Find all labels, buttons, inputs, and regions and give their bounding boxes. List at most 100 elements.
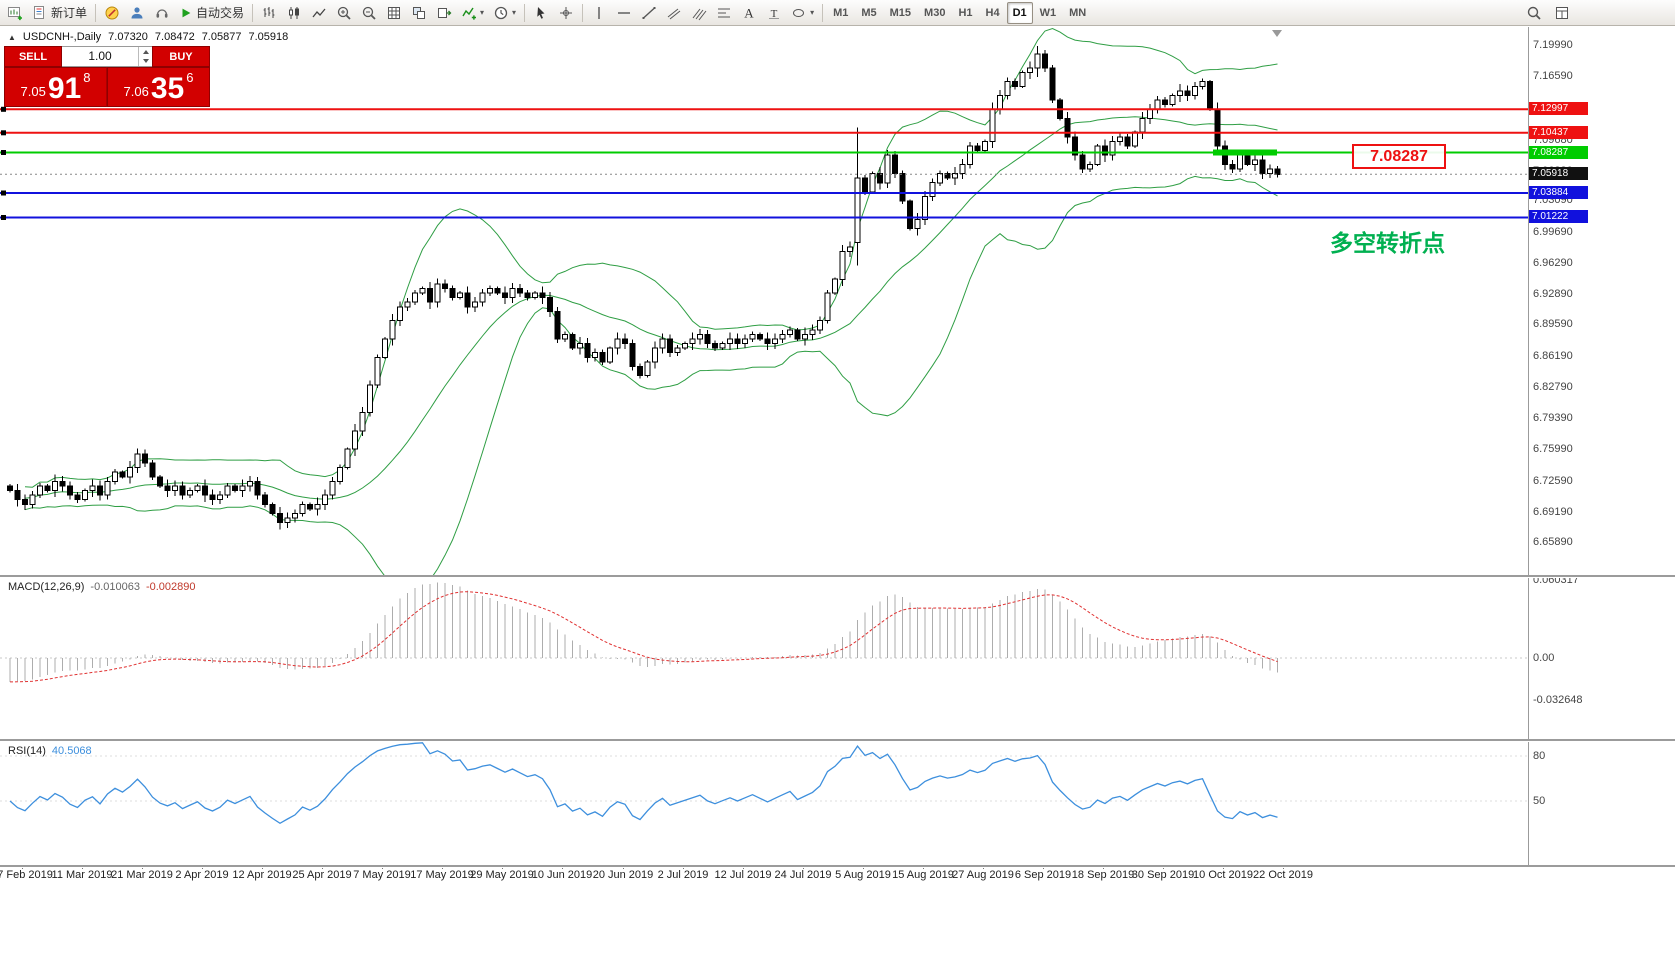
- shapes-tool-button[interactable]: ▾: [787, 2, 818, 24]
- line-chart-icon: [312, 8, 326, 17]
- vertical-line-tool-button[interactable]: [587, 2, 611, 24]
- timeframe-d1-button[interactable]: D1: [1006, 1, 1033, 24]
- turning-point-note[interactable]: 多空转折点: [1330, 230, 1445, 256]
- sell-price-pips: 91: [47, 72, 82, 105]
- toolbar-separator: [524, 3, 526, 22]
- price-level-tag: 7.08287: [1529, 146, 1588, 159]
- date-axis-label: 6 Sep 2019: [1014, 869, 1072, 881]
- timeframe-m1-button[interactable]: M1: [827, 2, 854, 24]
- price-level-tag: 7.01222: [1529, 210, 1588, 223]
- date-axis-label: 17 May 2019: [410, 869, 474, 881]
- chart-shift-button[interactable]: [432, 2, 456, 24]
- text-icon: A: [744, 5, 754, 20]
- date-axis-label: 30 Sep 2019: [1131, 869, 1195, 881]
- periods-button[interactable]: ▾: [489, 2, 520, 24]
- line-handle[interactable]: [1, 106, 6, 112]
- rsi-axis-label: 80: [1533, 750, 1546, 762]
- line-handle[interactable]: [1, 190, 6, 196]
- arrange-windows-button[interactable]: [407, 2, 431, 24]
- search-button[interactable]: [1522, 2, 1546, 24]
- panel-divider[interactable]: [0, 739, 1675, 742]
- macd-panel-canvas: [0, 582, 1528, 683]
- sell-tab[interactable]: SELL: [4, 46, 62, 67]
- cursor-button[interactable]: [529, 2, 553, 24]
- date-axis-label: 20 Jun 2019: [592, 869, 654, 881]
- zoom-in-icon: [337, 6, 351, 20]
- ohlc-open: 7.07320: [108, 31, 148, 43]
- rsi-title: RSI(14): [8, 745, 46, 757]
- data-window-button[interactable]: [1550, 2, 1574, 24]
- panel-divider[interactable]: [0, 865, 1675, 868]
- support-button[interactable]: [150, 2, 174, 24]
- compass-icon: [105, 6, 119, 19]
- one-click-toggle-icon[interactable]: ▲: [8, 32, 16, 42]
- date-axis-label: 10 Oct 2019: [1193, 869, 1253, 881]
- label-tool-button[interactable]: T: [762, 2, 786, 24]
- sell-button[interactable]: 7.05 91 8: [4, 67, 107, 107]
- macd-indicator-label: MACD(12,26,9) -0.010063 -0.002890: [8, 581, 196, 593]
- line-handle[interactable]: [1, 215, 6, 220]
- volume-stepper[interactable]: 1.00: [62, 46, 152, 67]
- indicators-button[interactable]: ▾: [457, 2, 488, 24]
- pitchfork-tool-button[interactable]: [687, 2, 711, 24]
- price-level-tag: 7.10437: [1529, 126, 1588, 139]
- text-tool-button[interactable]: A: [737, 2, 761, 24]
- volume-spinner: [138, 47, 152, 66]
- market-button[interactable]: [100, 2, 124, 24]
- timeframe-h4-button[interactable]: H4: [980, 2, 1006, 24]
- horizontal-line-tool-button[interactable]: [612, 2, 636, 24]
- timeframe-m30-button[interactable]: M30: [918, 2, 951, 24]
- chart-shift-marker[interactable]: [1272, 30, 1282, 37]
- macd-histogram: [9, 582, 1278, 682]
- timeframe-mn-button[interactable]: MN: [1063, 2, 1092, 24]
- tile-windows-button[interactable]: [382, 2, 406, 24]
- fibonacci-tool-button[interactable]: [712, 2, 736, 24]
- candlestick-button[interactable]: [282, 2, 306, 24]
- timeframe-h1-button[interactable]: H1: [952, 2, 978, 24]
- rsi-panel-canvas: [0, 742, 1528, 825]
- price-axis-label: 6.86190: [1533, 350, 1573, 362]
- new-order-button[interactable]: 新订单: [28, 2, 91, 24]
- indicators-icon: [462, 7, 477, 20]
- main-chart-canvas[interactable]: [0, 27, 1528, 576]
- line-handle[interactable]: [1, 130, 6, 136]
- trendline-tool-button[interactable]: [637, 2, 661, 24]
- date-axis-label: 27 Feb 2019: [0, 869, 53, 881]
- dropdown-caret-icon: ▾: [512, 7, 517, 17]
- buy-price-major: 7.06: [123, 84, 149, 99]
- date-axis-label: 7 May 2019: [353, 869, 411, 881]
- buy-tab[interactable]: BUY: [152, 46, 210, 67]
- line-chart-button[interactable]: [307, 2, 331, 24]
- crosshair-button[interactable]: [554, 2, 578, 24]
- ellipse-shape-icon: [793, 8, 805, 17]
- volume-up-button[interactable]: [139, 47, 152, 57]
- fibonacci-icon: [718, 8, 731, 17]
- buy-button[interactable]: 7.06 35 6: [107, 67, 210, 107]
- bar-chart-button[interactable]: [257, 2, 281, 24]
- timeframe-m15-button[interactable]: M15: [884, 2, 917, 24]
- date-axis-label: 27 Aug 2019: [952, 869, 1014, 881]
- new-chart-button[interactable]: [3, 2, 27, 24]
- date-axis-label: 25 Apr 2019: [292, 869, 352, 881]
- channel-tool-button[interactable]: [662, 2, 686, 24]
- price-axis-label: 6.65890: [1533, 536, 1573, 548]
- timeframe-m5-button[interactable]: M5: [855, 2, 882, 24]
- community-button[interactable]: [125, 2, 149, 24]
- date-axis-label: 18 Sep 2019: [1071, 869, 1135, 881]
- price-axis-label: 6.96290: [1533, 257, 1573, 269]
- volume-down-button[interactable]: [139, 57, 152, 67]
- price-callout-label[interactable]: 7.08287: [1352, 144, 1446, 169]
- one-click-trading-panel: SELL 1.00 BUY 7.05 91 8 7.06 35 6: [4, 46, 210, 107]
- panel-divider[interactable]: [0, 575, 1675, 578]
- candles: [7, 45, 1281, 530]
- zoom-in-button[interactable]: [332, 2, 356, 24]
- trend-segment[interactable]: [1213, 149, 1277, 156]
- timeframe-w1-button[interactable]: W1: [1034, 2, 1063, 24]
- chart-shift-icon: [438, 7, 452, 18]
- autotrade-button[interactable]: 自动交易: [175, 2, 248, 24]
- line-handle[interactable]: [1, 150, 6, 155]
- data-window-icon: [1556, 6, 1568, 19]
- zoom-out-button[interactable]: [357, 2, 381, 24]
- grid-icon: [388, 6, 401, 19]
- volume-value[interactable]: 1.00: [88, 49, 112, 63]
